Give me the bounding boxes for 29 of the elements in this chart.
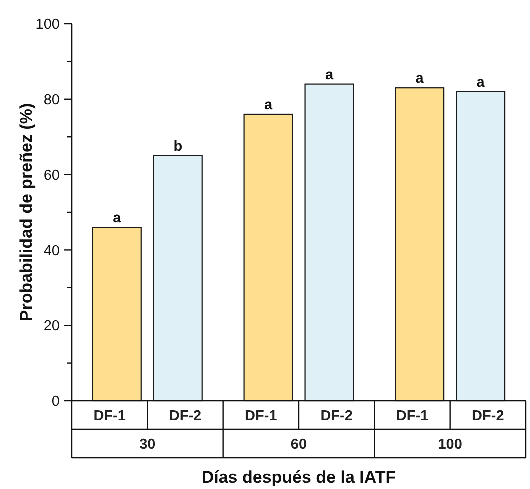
- x-axis-title: Días después de la IATF: [202, 468, 396, 487]
- bar: [456, 91, 506, 402]
- bar: [395, 88, 445, 402]
- annotation: a: [113, 210, 122, 227]
- bar: [304, 84, 354, 402]
- text: DF-1: [245, 408, 278, 424]
- x-tick-label: 30: [140, 436, 156, 453]
- y-axis-title: Probabilidad de preñez (%): [16, 103, 36, 322]
- text: DF-1: [396, 408, 429, 424]
- annotation: a: [416, 71, 425, 88]
- bar: [244, 114, 294, 402]
- y-tick-label: 0: [52, 394, 60, 410]
- annotation: a: [476, 74, 486, 91]
- y-tick-label: 20: [44, 318, 60, 335]
- annotation: a: [325, 67, 334, 84]
- x-tick-label: 100: [438, 436, 462, 453]
- series-label: DF-1: [94, 408, 126, 424]
- legend-label: DF-2: [169, 408, 202, 424]
- x-tick-label: 60: [290, 436, 308, 453]
- y-tick-label: 100: [36, 17, 60, 34]
- bar: [92, 227, 142, 402]
- text: DF-2: [472, 408, 504, 424]
- annotation: b: [174, 138, 183, 155]
- annotation: a: [264, 97, 274, 114]
- y-tick-label: 80: [44, 92, 60, 108]
- y-tick-label: 40: [44, 243, 60, 260]
- y-tick-label: 60: [44, 168, 60, 184]
- bar: [153, 155, 203, 402]
- text: DF-2: [320, 408, 353, 424]
